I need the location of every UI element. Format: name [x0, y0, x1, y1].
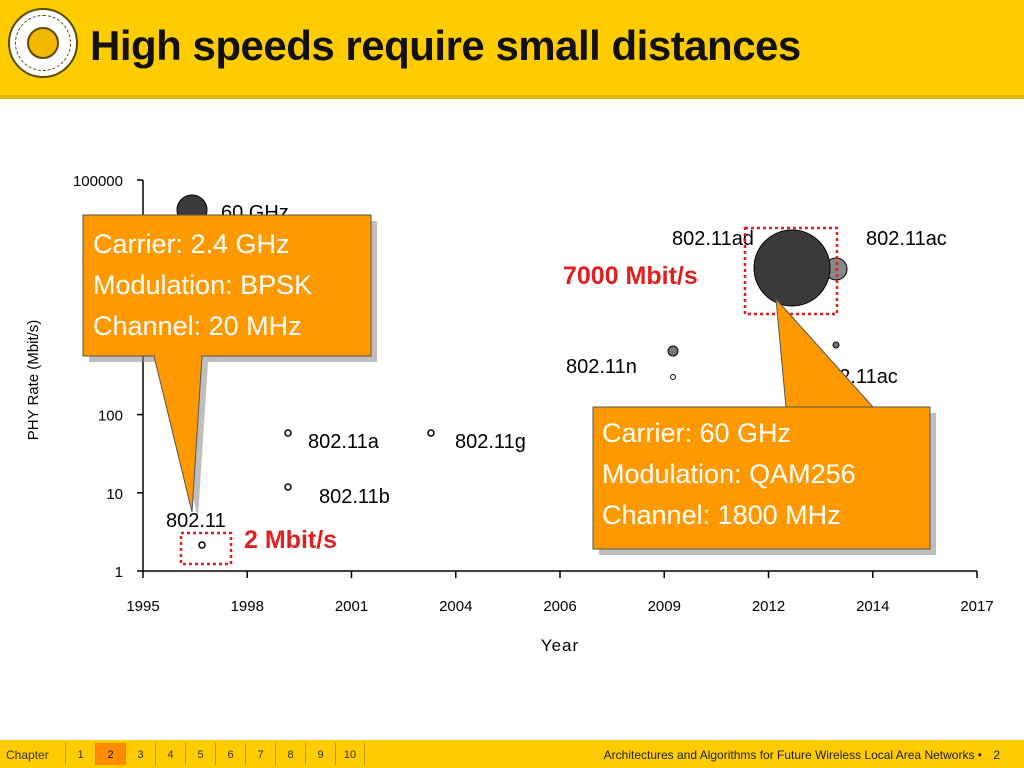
x-tick-label: 1998 [231, 598, 264, 615]
point-80211n-low [670, 374, 676, 380]
callout-right [592, 297, 931, 550]
x-tick-label: 2017 [960, 598, 993, 615]
callout-left-line: Modulation: BPSK [93, 270, 313, 300]
tab-chapter-1[interactable]: 1 [65, 743, 95, 765]
sun-icon [27, 27, 59, 59]
header-bar [0, 0, 1024, 95]
point-80211a [284, 429, 292, 437]
footer-bar: Chapter 1 2 3 4 5 6 7 8 9 10 Architectur… [0, 740, 1024, 768]
callout-left [82, 214, 372, 513]
x-tick-label: 2009 [648, 598, 681, 615]
x-axis-label: Year [541, 636, 579, 655]
tab-chapter-4[interactable]: 4 [155, 743, 185, 765]
y-tick-label: 100 [98, 408, 123, 425]
x-ticks: 1995 1998 2001 2004 2006 2009 2012 2014 2017 [126, 571, 994, 615]
callout-right-line: Modulation: QAM256 [602, 459, 856, 489]
tab-chapter-6[interactable]: 6 [215, 743, 245, 765]
annotation-2mbit: 2 Mbit/s [244, 526, 338, 554]
point-80211ad [753, 229, 831, 307]
footer-page-number: 2 [993, 748, 1000, 762]
y-axis-label: PHY Rate (Mbit/s) [25, 320, 42, 441]
bullet-icon: • [977, 748, 982, 762]
label-80211n: 802.11n [566, 356, 637, 378]
chapter-tabs: 1 2 3 4 5 6 7 8 9 10 [65, 743, 365, 765]
course-title-text: Architectures and Algorithms for Future … [603, 748, 975, 762]
label-80211ac-top: 802.11ac [866, 228, 947, 250]
callout-right-text: Carrier: 60 GHz Modulation: QAM256 Chann… [602, 413, 856, 536]
tab-chapter-2[interactable]: 2 [95, 743, 125, 765]
highlight-box-7000mbit [743, 226, 839, 316]
tab-chapter-9[interactable]: 9 [305, 743, 335, 765]
footer-course-title: Architectures and Algorithms for Future … [604, 748, 982, 762]
tab-chapter-8[interactable]: 8 [275, 743, 305, 765]
tab-chapter-5[interactable]: 5 [185, 743, 215, 765]
university-logo [8, 8, 78, 78]
highlight-box-2mbit [179, 531, 233, 566]
tab-chapter-3[interactable]: 3 [125, 743, 155, 765]
point-80211 [198, 541, 206, 549]
callout-left-line: Carrier: 2.4 GHz [93, 229, 290, 259]
x-tick-label: 2012 [752, 598, 785, 615]
callout-right-line: Channel: 1800 MHz [602, 500, 841, 530]
annotation-7000mbit: 7000 Mbit/s [563, 262, 698, 290]
tab-chapter-7[interactable]: 7 [245, 743, 275, 765]
x-tick-label: 2004 [439, 598, 472, 615]
chart: 110100100010000100000 199519982001200420… [25, 173, 994, 655]
point-80211b [284, 483, 292, 491]
x-tick-label: 2014 [856, 598, 889, 615]
x-tick-label: 2006 [543, 598, 576, 615]
y-tick-label: 1 [115, 564, 123, 581]
x-tick-label: 2001 [335, 598, 368, 615]
label-80211g: 802.11g [455, 431, 526, 453]
callout-left-text: Carrier: 2.4 GHz Modulation: BPSK Channe… [93, 224, 312, 347]
point-80211n-high [667, 345, 679, 357]
label-80211ad: 802.11ad [672, 228, 754, 250]
y-tick-label: 100000 [73, 173, 123, 190]
y-tick-label: 10 [106, 486, 123, 503]
logo-ring [15, 15, 71, 71]
callout-left-line: Channel: 20 MHz [93, 311, 302, 341]
header-rule [0, 95, 1024, 99]
x-tick-label: 1995 [126, 598, 159, 615]
slide-title: High speeds require small distances [90, 22, 801, 69]
point-80211ac-low [832, 341, 840, 349]
label-80211a: 802.11a [308, 431, 380, 453]
label-80211b: 802.11b [319, 486, 390, 508]
label-80211: 802.11 [166, 510, 226, 532]
footer-chapter-label: Chapter [6, 748, 49, 762]
tab-chapter-10[interactable]: 10 [335, 743, 365, 765]
point-80211g [427, 429, 435, 437]
callout-right-line: Carrier: 60 GHz [602, 418, 792, 448]
